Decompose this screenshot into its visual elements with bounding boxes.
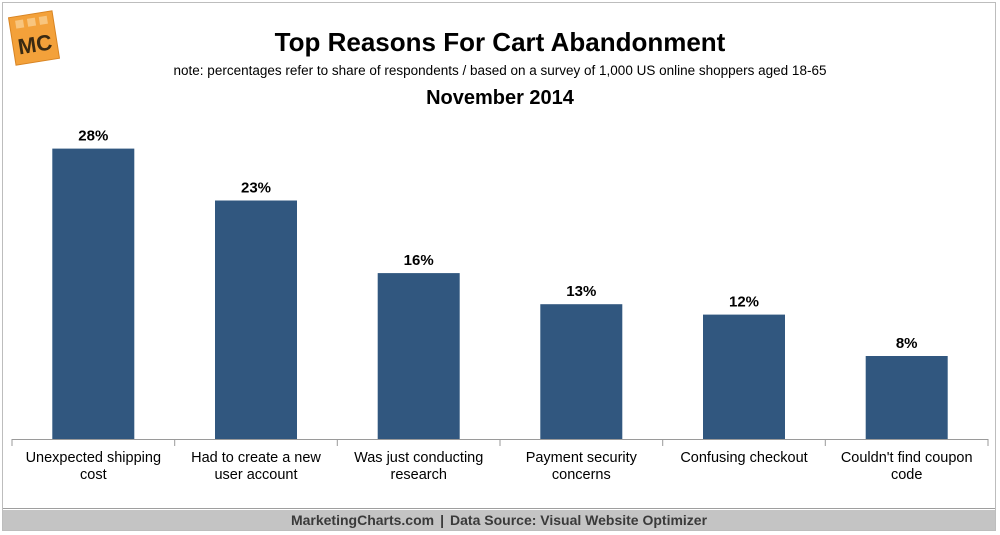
- bar-value-label-2: 16%: [404, 252, 434, 269]
- chart-title: Top Reasons For Cart Abandonment: [274, 27, 726, 57]
- chart-footer: MarketingCharts.com | Data Source: Visual …: [3, 510, 995, 530]
- bar-3: [540, 304, 623, 439]
- marketingcharts-logo: MC: [8, 10, 60, 66]
- bar-value-label-3: 13%: [566, 283, 596, 300]
- chart-subtitle: November 2014: [426, 87, 574, 109]
- x-axis-category-label-1: Had to create a new user account: [191, 450, 321, 483]
- x-axis-category-label-2: Was just conducting research: [354, 450, 483, 483]
- x-axis-category-label-5: Couldn't find coupon code: [841, 450, 973, 483]
- logo-text: MC: [16, 29, 54, 59]
- footer-divider: [3, 508, 995, 509]
- bar-4: [703, 314, 785, 439]
- footer-brand: MarketingCharts.com: [290, 512, 435, 528]
- bar-value-label-0: 28%: [78, 128, 108, 145]
- bar-value-label-4: 12%: [729, 294, 759, 311]
- bar-0: [52, 148, 135, 439]
- chart-note: note: percentages refer to share of resp…: [173, 63, 827, 78]
- bar-5: [865, 356, 948, 439]
- bar-value-label-5: 8%: [896, 335, 918, 352]
- bar-1: [215, 200, 297, 439]
- x-axis-category-label-4: Confusing checkout: [680, 450, 807, 466]
- bar-2: [377, 273, 460, 439]
- footer-separator: |: [440, 512, 445, 528]
- x-axis-category-label-3: Payment security concerns: [526, 450, 638, 483]
- footer-source: Data Source: Visual Website Optimizer: [450, 512, 708, 528]
- bar-value-label-1: 23%: [241, 180, 271, 197]
- x-axis-category-label-0: Unexpected shipping cost: [26, 450, 161, 483]
